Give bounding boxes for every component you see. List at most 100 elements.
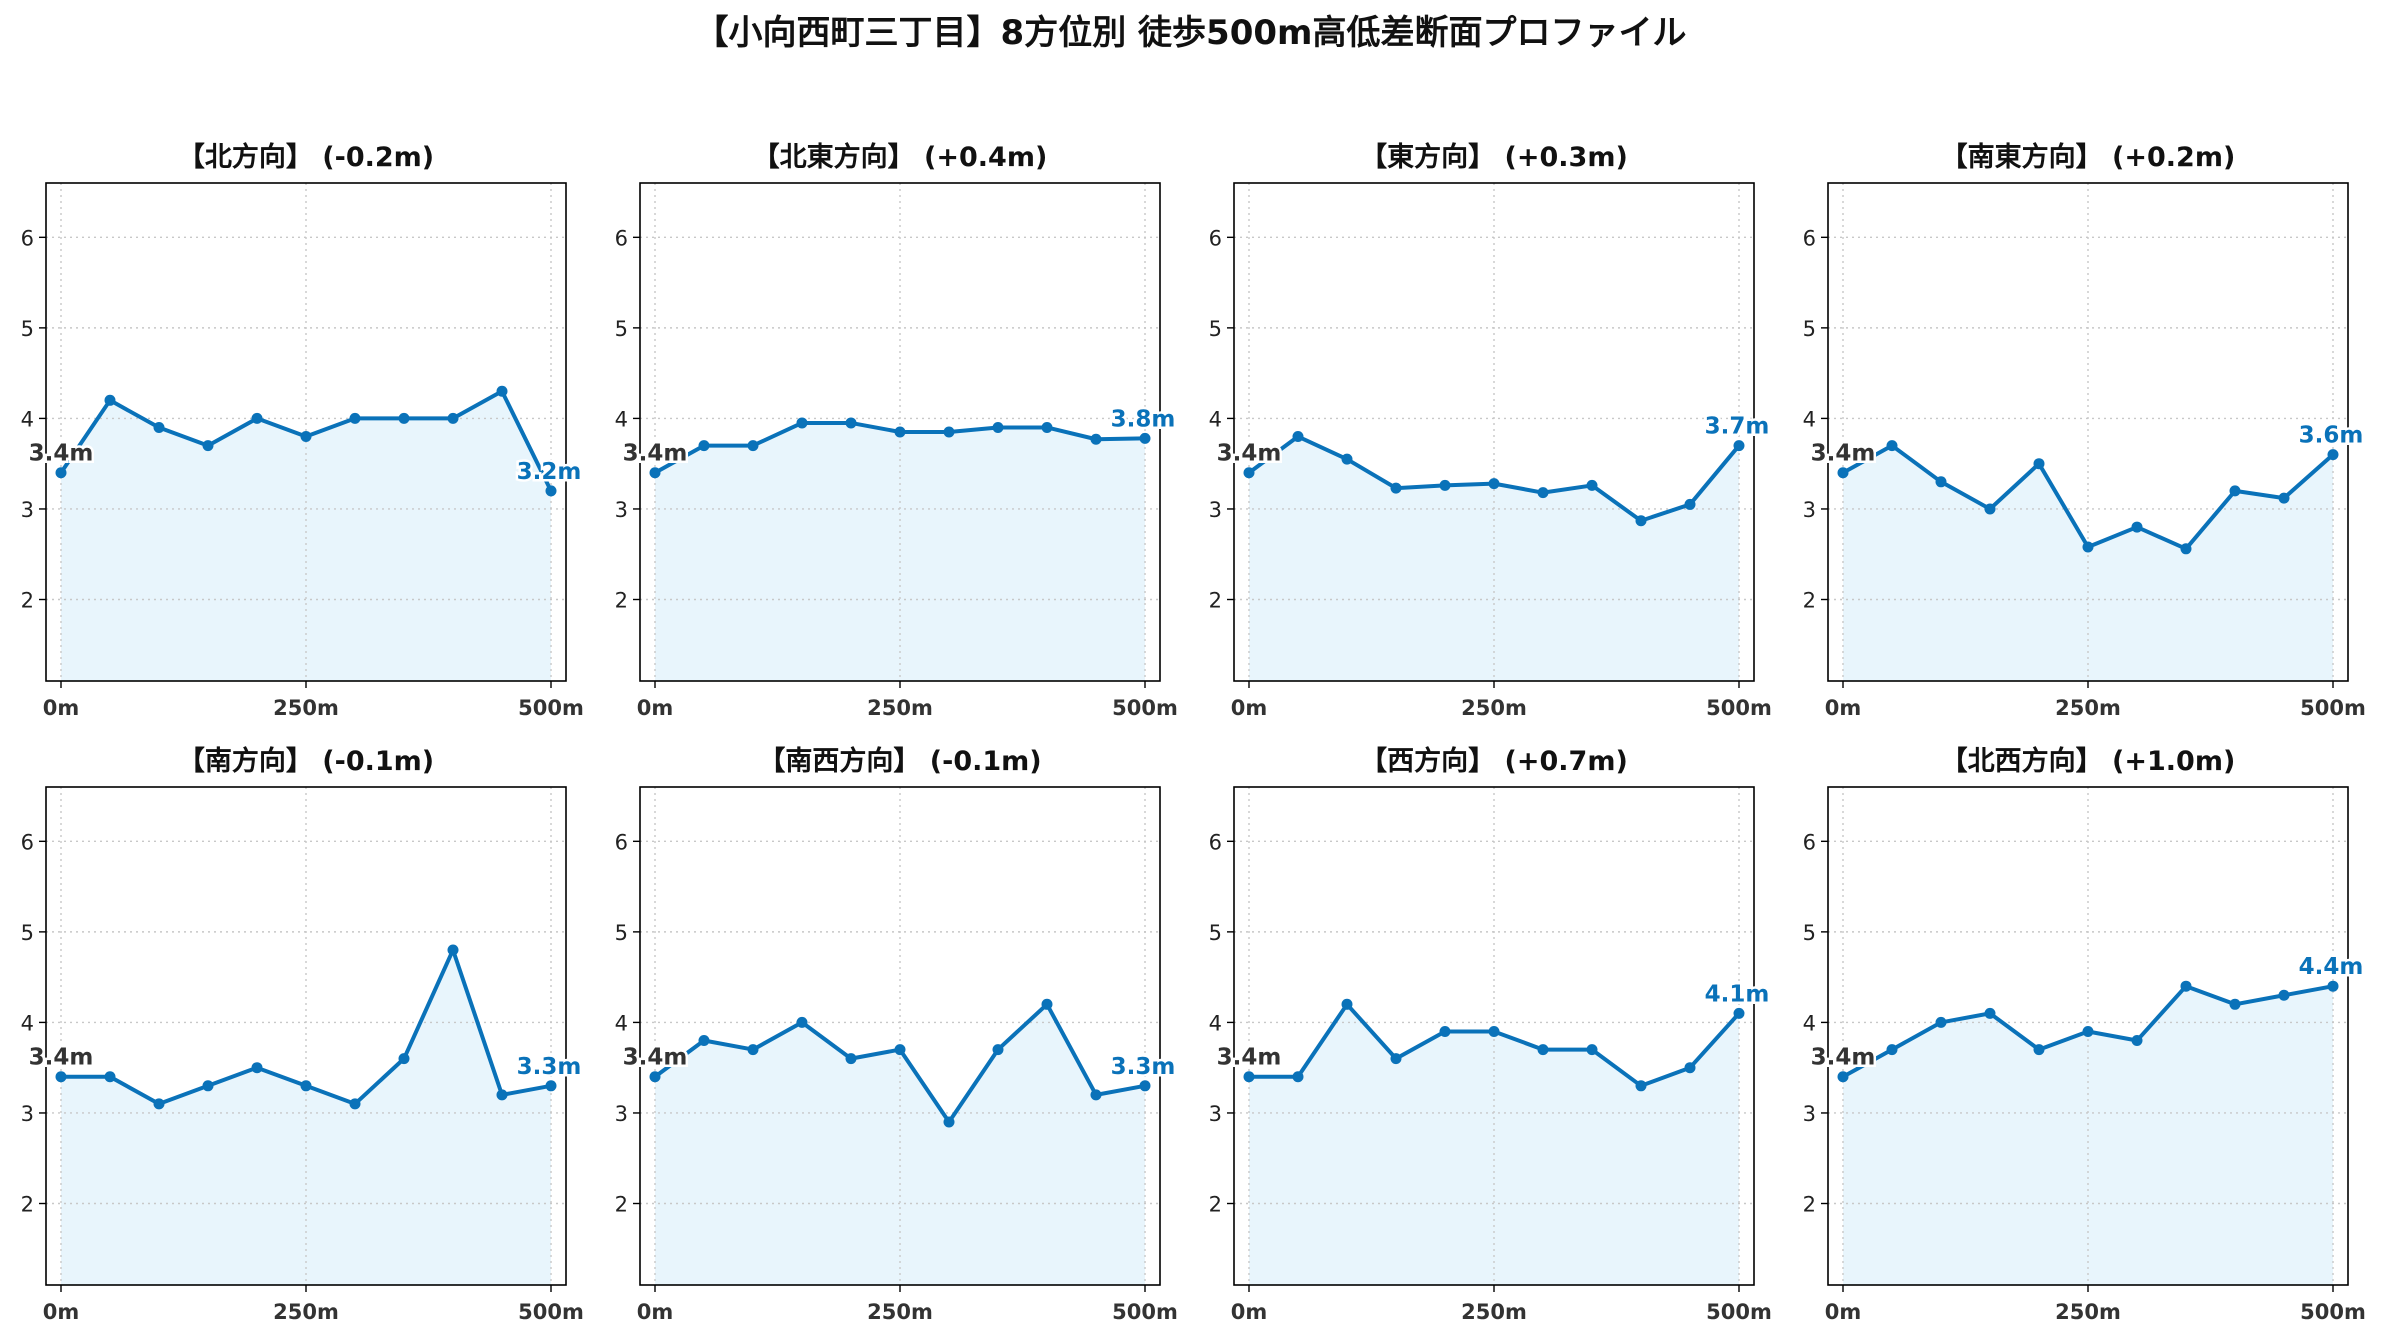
chart-panel: 【北方向】 (-0.2m) 2 3 4 5 6 0m 250m 500m 3.4m 3.2m [21,141,584,720]
data-point [1439,479,1451,491]
chart-panel: 【北西方向】 (+1.0m) 2 3 4 5 6 0m 250m 500m 3.4m 4.4m [1803,745,2366,1324]
data-point [698,1035,710,1047]
y-tick-label: 4 [1803,1011,1816,1035]
x-tick-label: 500m [1706,1300,1772,1324]
data-point [1684,498,1696,510]
area-fill [1249,1004,1739,1285]
data-point [845,1053,857,1065]
data-point [349,1098,361,1110]
data-point [894,1044,906,1056]
y-tick-label: 4 [21,1011,34,1035]
y-tick-label: 2 [615,589,628,613]
data-point [992,1044,1004,1056]
chart-panel: 【東方向】 (+0.3m) 2 3 4 5 6 0m 250m 500m 3.4m 3.7m [1209,141,1772,720]
data-point [2327,980,2339,992]
data-point [1586,479,1598,491]
y-tick-label: 6 [1803,226,1816,250]
area-fill [1843,445,2333,681]
data-point [1243,467,1255,479]
chart-panel: 【南方向】 (-0.1m) 2 3 4 5 6 0m 250m 500m 3.4m 3.3m [21,745,584,1324]
x-tick-label: 500m [1112,696,1178,720]
data-point [1390,1053,1402,1065]
data-point [2131,521,2143,533]
y-tick-label: 3 [1209,1102,1222,1126]
y-tick-label: 5 [21,921,34,945]
y-tick-label: 5 [615,317,628,341]
data-point [649,1071,661,1083]
data-point [202,1080,214,1092]
x-tick-label: 0m [637,1300,674,1324]
start-value-label: 3.4m [623,1045,688,1071]
data-point [1837,467,1849,479]
y-tick-label: 2 [1209,589,1222,613]
data-point [447,412,459,424]
data-point [1733,440,1745,452]
data-point [55,467,67,479]
data-point [1292,431,1304,443]
data-point [251,1062,263,1074]
data-point [1886,1044,1898,1056]
data-point [1139,432,1151,444]
data-point [2278,989,2290,1001]
data-point [1984,503,1996,515]
y-tick-label: 5 [21,317,34,341]
chart-title: 【北東方向】 (+0.4m) [753,141,1048,173]
data-point [153,421,165,433]
x-tick-label: 500m [1112,1300,1178,1324]
data-point [796,1016,808,1028]
chart-title: 【北西方向】 (+1.0m) [1941,745,2236,777]
data-point [698,440,710,452]
data-point [1684,1062,1696,1074]
x-tick-label: 500m [518,1300,584,1324]
data-point [1935,1016,1947,1028]
y-tick-label: 4 [1209,1011,1222,1035]
y-tick-label: 2 [1209,1193,1222,1217]
end-value-label: 3.7m [1705,414,1770,440]
area-fill [655,422,1145,681]
y-tick-label: 3 [21,498,34,522]
data-point [1292,1071,1304,1083]
data-point [796,417,808,429]
chart-title: 【南西方向】 (-0.1m) [758,745,1041,777]
y-tick-label: 3 [615,498,628,522]
y-tick-label: 6 [21,830,34,854]
data-point [1139,1080,1151,1092]
data-point [845,417,857,429]
data-point [545,485,557,497]
data-point [1537,487,1549,499]
x-tick-label: 250m [1461,696,1527,720]
y-tick-label: 2 [21,1193,34,1217]
data-point [1341,998,1353,1010]
data-point [153,1098,165,1110]
y-tick-label: 6 [1209,226,1222,250]
x-tick-label: 0m [43,696,80,720]
end-value-label: 3.3m [517,1054,582,1080]
y-tick-label: 2 [615,1193,628,1217]
area-fill [61,391,551,681]
end-value-label: 3.6m [2299,423,2364,449]
y-tick-label: 5 [1209,921,1222,945]
y-tick-label: 6 [1209,830,1222,854]
chart-title: 【南東方向】 (+0.2m) [1941,141,2236,173]
end-value-label: 3.8m [1111,406,1176,432]
data-point [1090,433,1102,445]
start-value-label: 3.4m [1811,441,1876,467]
data-point [2033,1044,2045,1056]
y-tick-label: 4 [615,1011,628,1035]
y-tick-label: 2 [1803,589,1816,613]
data-point [2180,543,2192,555]
data-point [202,440,214,452]
y-tick-label: 5 [1209,317,1222,341]
data-point [300,431,312,443]
chart-panel: 【西方向】 (+0.7m) 2 3 4 5 6 0m 250m 500m 3.4m 4.1m [1209,745,1772,1324]
x-tick-label: 250m [867,696,933,720]
x-tick-label: 250m [2055,696,2121,720]
x-tick-label: 0m [1231,1300,1268,1324]
start-value-label: 3.4m [29,1045,94,1071]
chart-title: 【西方向】 (+0.7m) [1360,745,1628,777]
data-point [1090,1089,1102,1101]
chart-panel: 【南東方向】 (+0.2m) 2 3 4 5 6 0m 250m 500m 3.4m 3.6m [1803,141,2366,720]
chart-panel: 【南西方向】 (-0.1m) 2 3 4 5 6 0m 250m 500m 3.4m 3.3m [615,745,1178,1324]
data-point [2229,998,2241,1010]
